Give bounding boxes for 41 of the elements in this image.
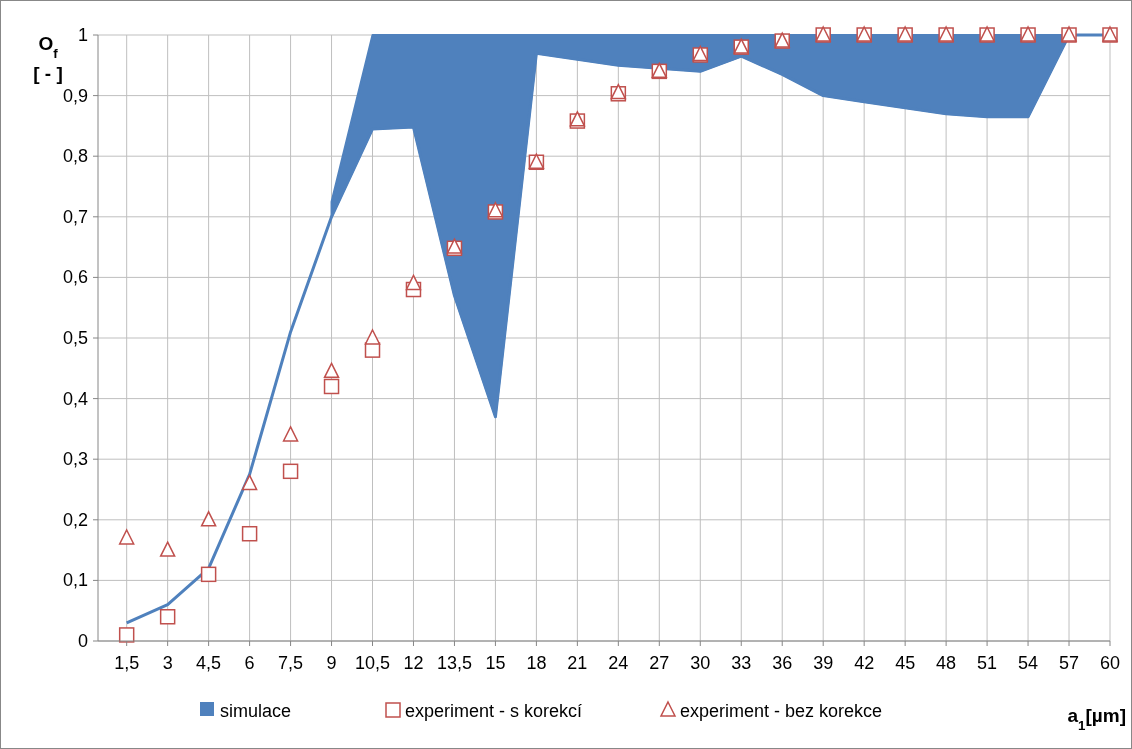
y-axis-title: O$_{f}$ [ - ] (33, 33, 63, 84)
x-tick-label: 3 (162, 653, 173, 673)
x-tick-label: 54 (1018, 653, 1039, 673)
x-tick-label: 27 (649, 653, 670, 673)
x-tick-label: 39 (813, 653, 834, 673)
y-tick-label: 1 (77, 25, 88, 45)
y-tick-label: 0,7 (62, 206, 88, 227)
y-tick-label: 0 (77, 631, 88, 651)
x-tick-label: 60 (1099, 653, 1121, 673)
legend-label: experiment - bez korekce (680, 701, 883, 721)
y-tick-label: 0,8 (62, 146, 88, 167)
legend-label: simulace (220, 701, 292, 721)
x-tick-label: 6 (244, 653, 255, 673)
y-tick-label: 0,2 (62, 509, 88, 530)
x-tick-label: 48 (936, 653, 957, 673)
x-tick-label: 1,5 (114, 653, 140, 673)
x-tick-label: 4,5 (196, 653, 222, 673)
x-tick-label: 13,5 (436, 653, 472, 673)
y-tick-label: 0,5 (62, 328, 88, 348)
x-tick-label: 24 (608, 653, 629, 673)
x-tick-label: 42 (854, 653, 875, 673)
y-tick-label: 0,1 (62, 570, 88, 591)
x-tick-label: 15 (485, 653, 506, 673)
x-tick-label: 9 (326, 653, 337, 673)
x-tick-label: 57 (1059, 653, 1080, 673)
y-tick-label: 0,4 (62, 388, 88, 409)
x-tick-label: 10,5 (354, 653, 391, 673)
x-tick-label: 7,5 (278, 653, 304, 673)
legend-label: experiment - s korekcí (405, 701, 583, 721)
x-tick-label: 36 (772, 653, 793, 673)
y-tick-label: 0,9 (62, 85, 88, 106)
y-tick-label: 0,6 (62, 267, 88, 288)
x-tick-label: 21 (567, 653, 588, 673)
x-tick-label: 30 (690, 653, 711, 673)
x-tick-label: 45 (895, 653, 916, 673)
x-tick-label: 33 (731, 653, 752, 673)
x-tick-label: 51 (977, 653, 998, 673)
x-axis-title: a$_{1}$[µm] (1067, 705, 1126, 733)
x-tick-label: 12 (403, 653, 424, 673)
x-tick-label: 18 (526, 653, 547, 673)
y-tick-label: 0,3 (62, 449, 88, 470)
